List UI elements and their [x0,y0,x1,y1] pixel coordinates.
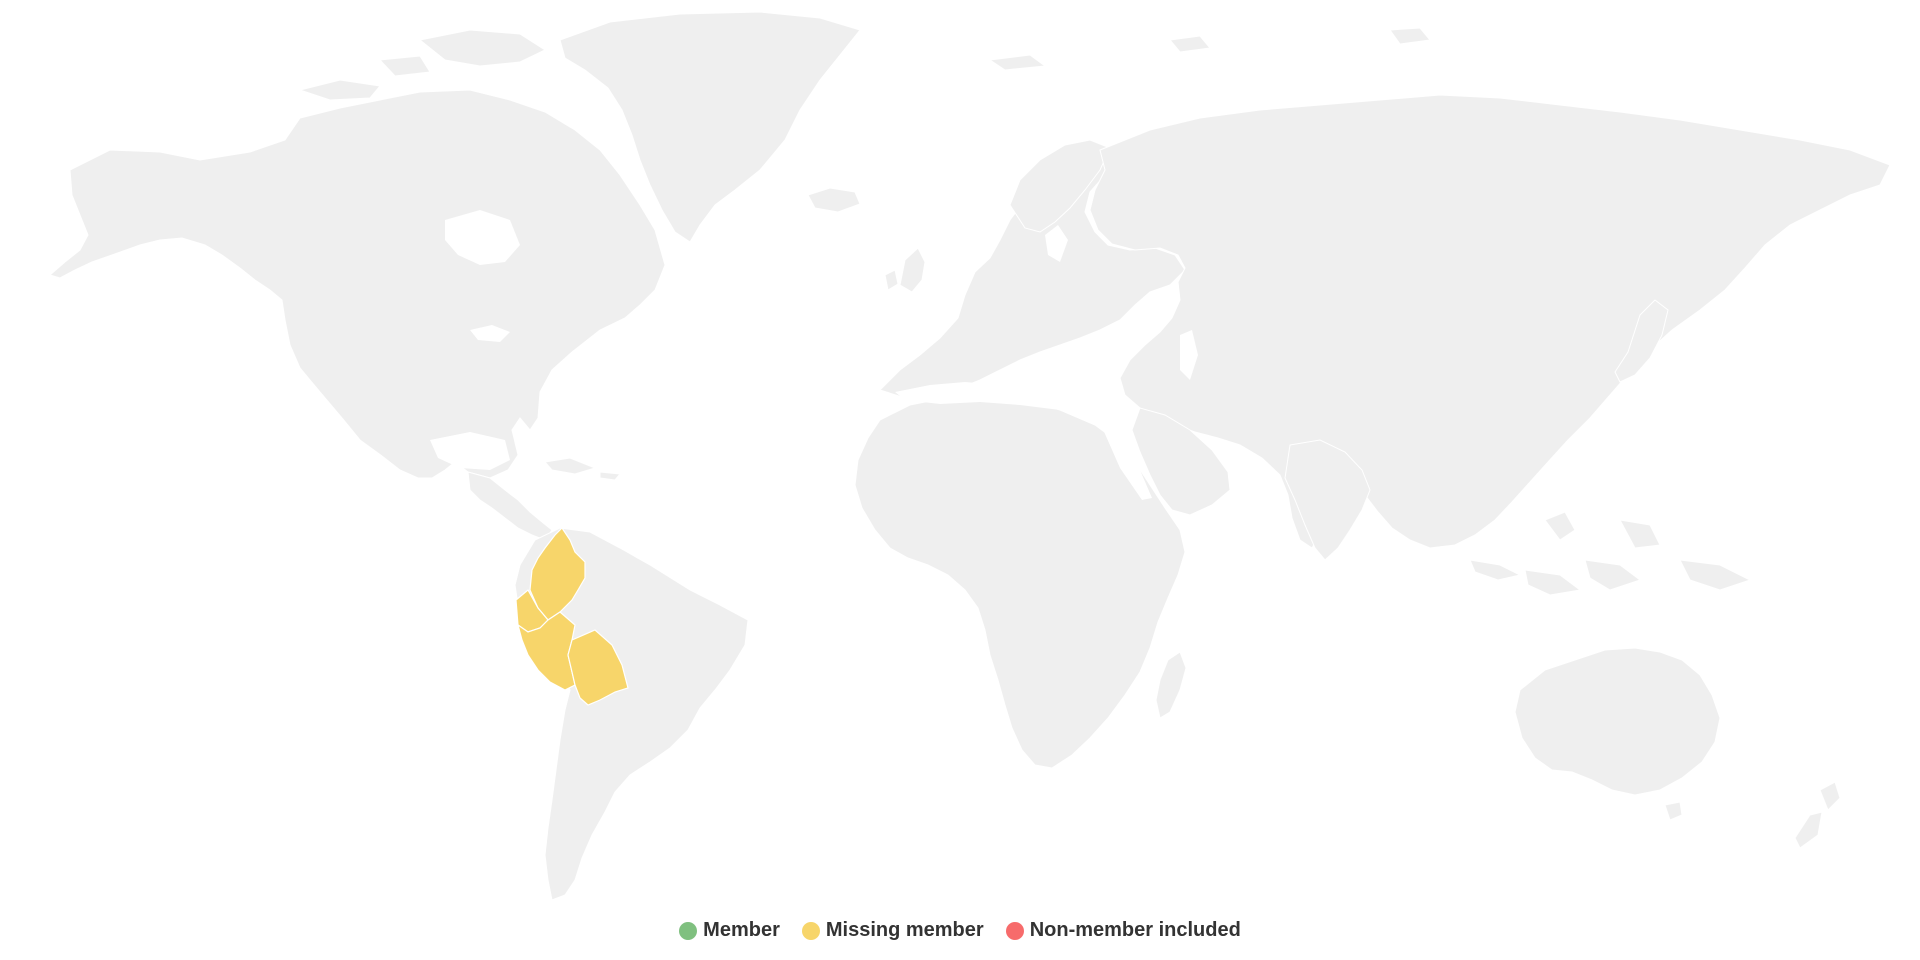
indian-subcontinent [1284,439,1371,561]
hudson-bay [445,210,520,265]
mediterranean-sea [895,382,1090,410]
legend-dot-member [679,921,698,940]
legend-item-non-member-included[interactable]: Non-member included [1005,919,1241,942]
madagascar [1155,651,1187,719]
legend-item-member[interactable]: Member [679,919,780,942]
australia-landmass [1514,647,1721,796]
arabian-peninsula [1131,407,1231,516]
central-america-landmass [467,471,553,541]
baltic-sea [1045,225,1068,262]
new-zealand [1794,781,1841,849]
country-bolivia[interactable] [567,629,629,706]
caribbean-islands [544,457,621,481]
world-map [48,11,1891,901]
country-colombia[interactable] [529,527,586,621]
europe-landmass [879,149,1186,399]
black-sea [1085,340,1130,358]
legend-label-member: Member [703,919,780,941]
map-legend: Member Missing member Non-member include… [0,919,1920,942]
arctic-islands [298,27,1431,101]
gulf-of-mexico [430,432,510,470]
world-map-svg [48,11,1891,901]
great-lakes [470,325,510,342]
legend-label-non-member-included: Non-member included [1029,919,1241,941]
british-isles [884,247,926,293]
asia-landmass [1089,94,1891,549]
red-sea [1098,418,1152,500]
africa-landmass [854,394,1186,769]
north-america-landmass [48,89,666,479]
tasmania [1664,801,1683,821]
japan [1614,299,1669,383]
southeast-asia-islands [1469,511,1752,596]
legend-item-missing-member[interactable]: Missing member [801,919,984,942]
greenland-landmass [559,11,861,243]
scandinavia [1009,139,1111,233]
iceland [807,187,861,213]
legend-dot-non-member-included [1005,921,1024,940]
legend-label-missing-member: Missing member [825,919,984,941]
legend-dot-missing-member [801,921,820,940]
caspian-sea [1180,330,1198,380]
